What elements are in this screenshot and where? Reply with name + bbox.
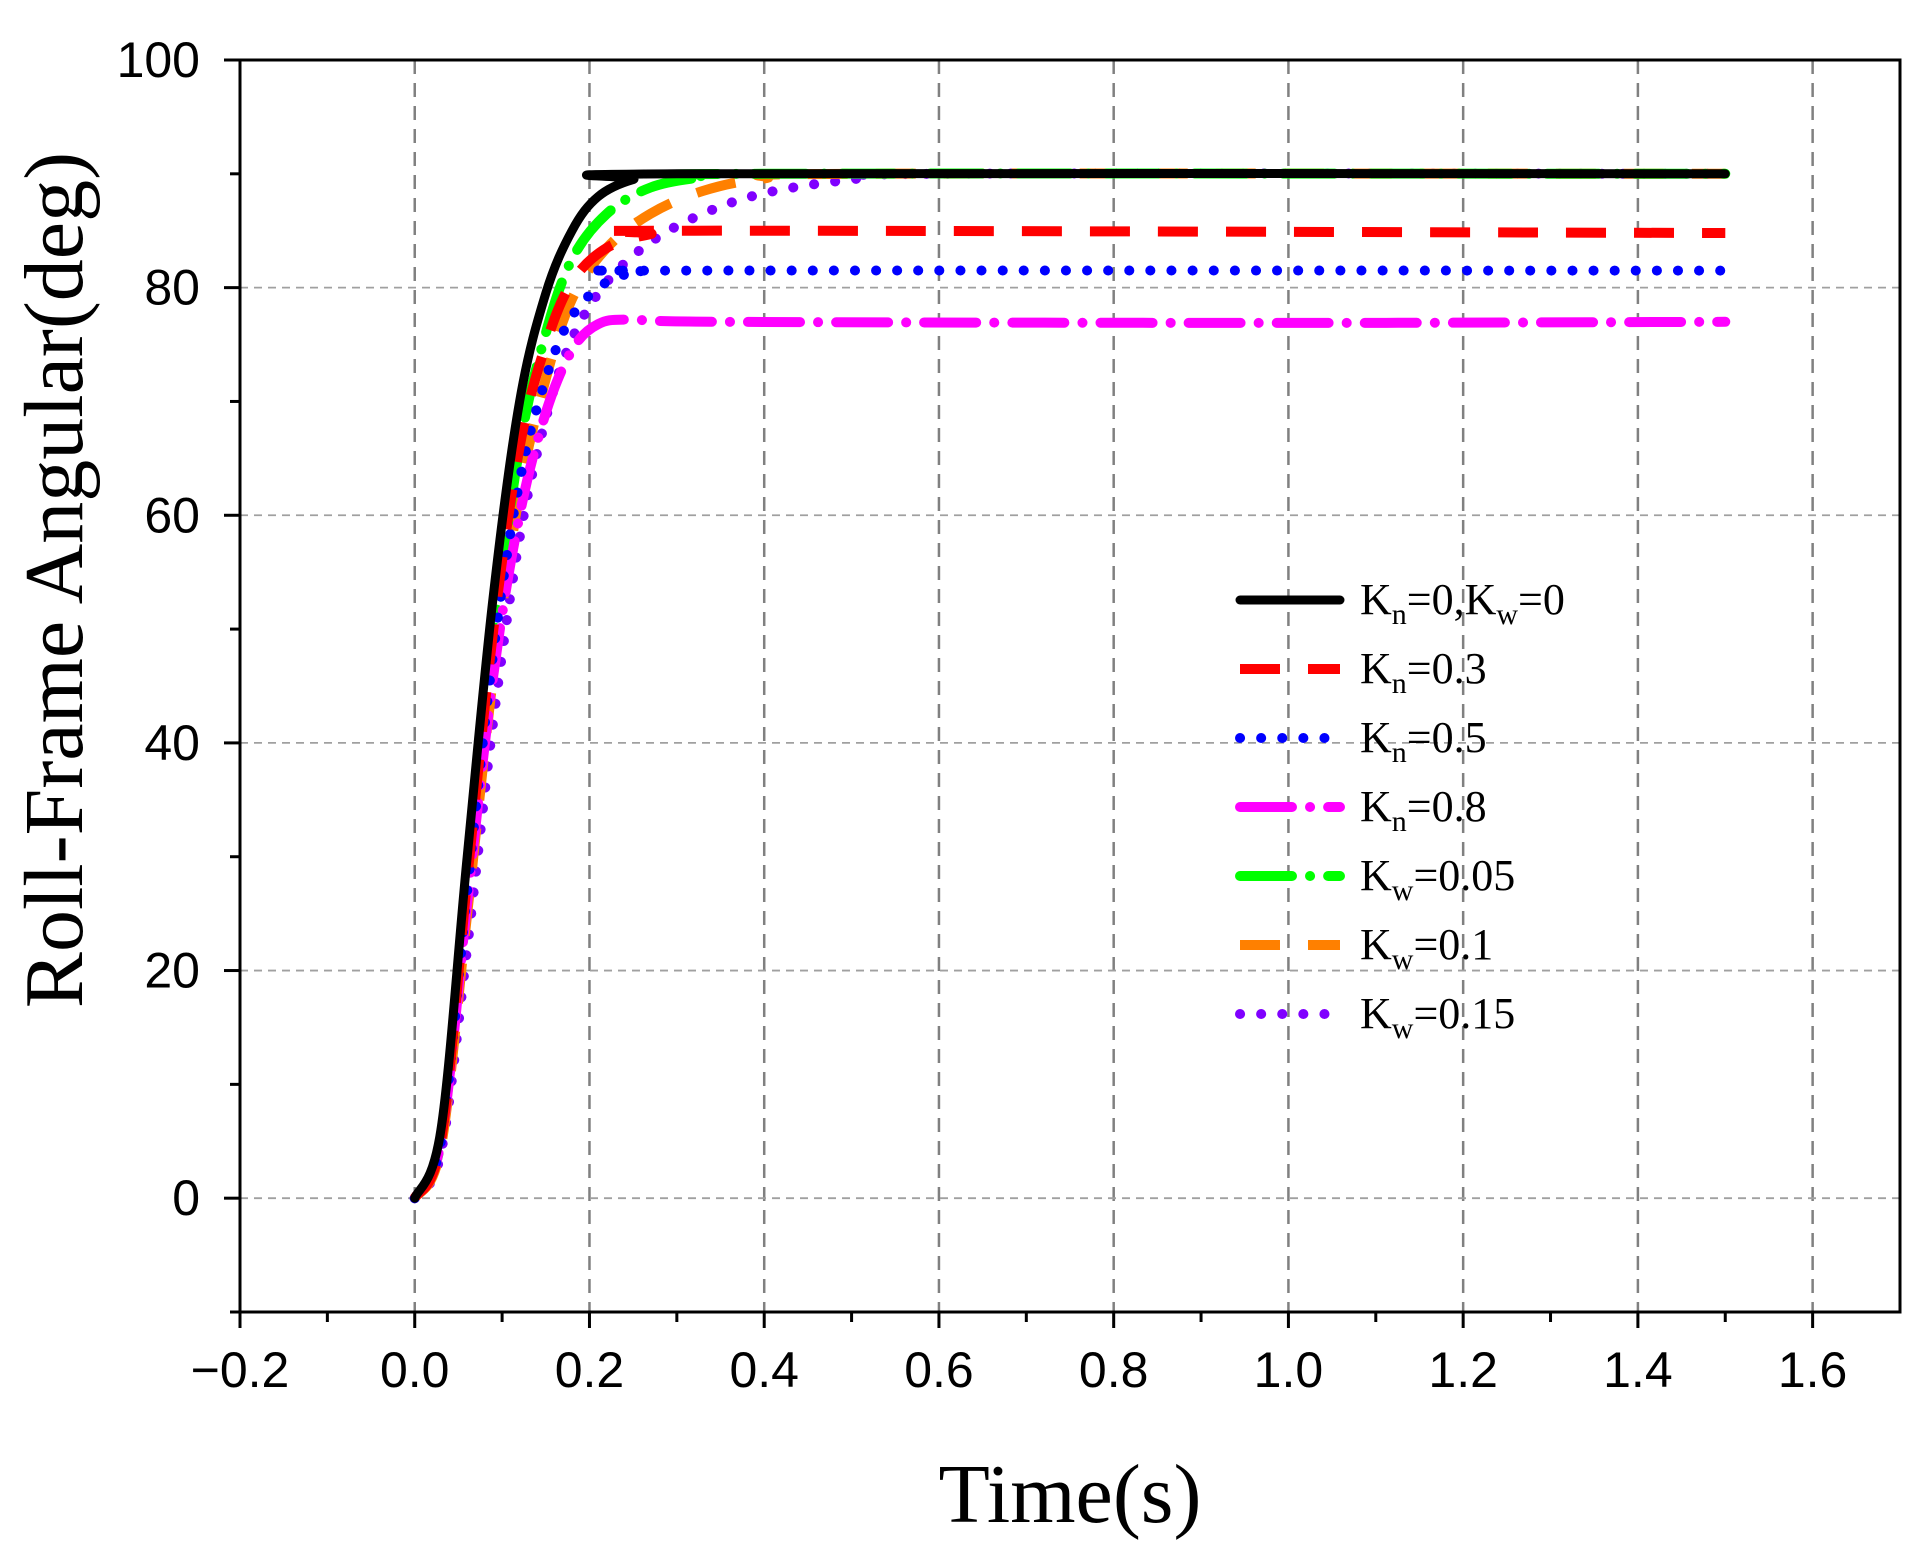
legend-label: Kn=0.5 (1360, 713, 1487, 769)
grid-lines (240, 60, 1900, 1312)
y-tick-label: 0 (172, 1170, 200, 1226)
x-tick-label: −0.2 (191, 1342, 290, 1398)
series-line (410, 168, 1726, 1202)
y-axis-title: Roll-Frame Angular(deg) (8, 152, 101, 1008)
x-tick-label: 1.2 (1428, 1342, 1498, 1398)
x-tick-label: 0.6 (904, 1342, 974, 1398)
axis-ticks (224, 58, 1815, 1328)
legend-label: Kw=0.05 (1360, 851, 1515, 907)
legend: Kn=0,Kw=0 Kn=0.3 Kn=0.5 Kn=0.8 Kw=0.05 Kw=0.1… (1235, 575, 1565, 1045)
series-line (409, 314, 1731, 1204)
x-tick-label: 1.0 (1254, 1342, 1324, 1398)
x-tick-label: 1.4 (1603, 1342, 1673, 1398)
x-axis-title: Time(s) (939, 1448, 1202, 1541)
x-tick-label: 0.8 (1079, 1342, 1149, 1398)
plot-frame (238, 58, 1902, 1314)
legend-label: Kn=0.8 (1360, 782, 1487, 838)
series-line (410, 168, 1730, 1203)
series-line (409, 168, 1731, 1204)
y-tick-labels: 0 20 40 60 80 100 (117, 32, 200, 1226)
series-line (409, 168, 1731, 1204)
legend-label: Kn=0.3 (1360, 644, 1487, 700)
x-tick-label: 1.6 (1778, 1342, 1848, 1398)
legend-label: Kn=0,Kw=0 (1360, 575, 1565, 631)
y-tick-label: 100 (117, 32, 200, 88)
x-tick-label: 0.4 (729, 1342, 799, 1398)
x-tick-label: 0.2 (555, 1342, 625, 1398)
legend-label: Kw=0.15 (1360, 989, 1515, 1045)
y-tick-label: 80 (144, 260, 200, 316)
x-tick-label: 0.0 (380, 1342, 450, 1398)
series-lines (409, 168, 1731, 1204)
y-tick-label: 60 (144, 487, 200, 543)
series-line (410, 225, 1726, 1201)
x-tick-labels: −0.2 0.0 0.2 0.4 0.6 0.8 1.0 1.2 1.4 1.6 (191, 1342, 1848, 1398)
series-line (409, 265, 1731, 1204)
y-tick-label: 40 (144, 715, 200, 771)
legend-label: Kw=0.1 (1360, 920, 1493, 976)
y-tick-label: 20 (144, 943, 200, 999)
